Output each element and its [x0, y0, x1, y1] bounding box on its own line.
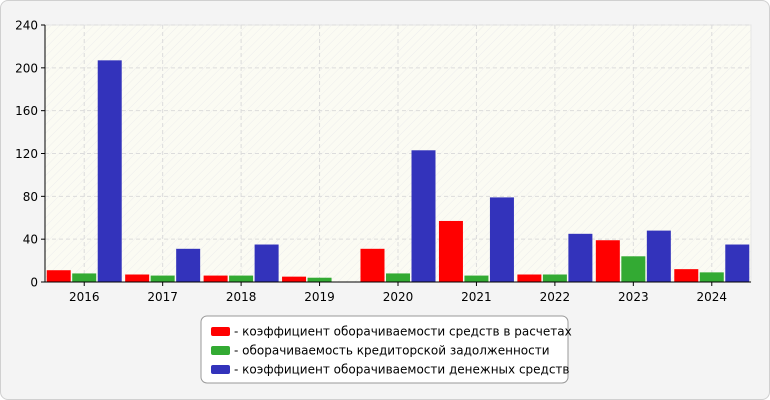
- bar-2-2018: [229, 275, 254, 282]
- x-tick-label: 2016: [69, 290, 100, 304]
- x-tick-label: 2019: [304, 290, 335, 304]
- bar-2-2016: [72, 273, 97, 282]
- bar-1-2019: [282, 276, 307, 282]
- x-tick-label: 2020: [383, 290, 414, 304]
- bar-1-2021: [438, 220, 463, 282]
- x-tick-label: 2018: [226, 290, 257, 304]
- x-tick-label: 2024: [697, 290, 728, 304]
- bar-1-2023: [595, 240, 620, 282]
- bar-3-2021: [489, 197, 514, 282]
- y-tick-label: 240: [15, 19, 38, 33]
- bar-1-2024: [674, 269, 699, 282]
- bar-2-2022: [542, 274, 567, 282]
- bar-3-2018: [254, 244, 279, 282]
- bar-3-2017: [176, 248, 201, 282]
- grid-lines: [45, 24, 751, 282]
- y-tick-label: 200: [15, 61, 38, 75]
- y-tick-labels: 0 40 80 120 160 200 240: [15, 19, 38, 290]
- legend-swatch-2: [211, 346, 230, 355]
- bar-3-2023: [646, 230, 671, 282]
- bar-3-2024: [725, 244, 750, 282]
- x-tick-labels: 2016 2017 2018 2019 2020 2021 2022 2023 2024: [69, 290, 727, 304]
- x-tick-label: 2022: [540, 290, 571, 304]
- bar-1-2022: [517, 274, 542, 282]
- y-tick-label: 80: [23, 190, 38, 204]
- bar-1-2020: [360, 248, 385, 282]
- x-tick-label: 2017: [147, 290, 178, 304]
- axes: [41, 24, 751, 286]
- x-tick-label: 2021: [461, 290, 492, 304]
- y-tick-label: 120: [15, 147, 38, 161]
- legend-item-1: - коэффициент оборачиваемости средств в …: [211, 325, 572, 339]
- bar-2-2017: [150, 275, 175, 282]
- legend-label-3: - коэффициент оборачиваемости денежных с…: [234, 363, 570, 377]
- bar-3-2020: [411, 150, 436, 282]
- legend-box: [200, 315, 569, 384]
- legend: - коэффициент оборачиваемости средств в …: [200, 315, 572, 384]
- y-tick-label: 0: [30, 276, 38, 290]
- legend-label-1: - коэффициент оборачиваемости средств в …: [234, 325, 572, 339]
- legend-swatch-3: [211, 365, 230, 374]
- bar-2-2019: [307, 277, 332, 282]
- bar-2-2020: [386, 273, 410, 282]
- bar-2-2021: [464, 275, 489, 282]
- bar-3-2016: [97, 60, 122, 283]
- bar-2-2024: [699, 272, 724, 282]
- y-tick-label: 40: [23, 233, 38, 247]
- bar-1-2016: [46, 270, 71, 282]
- x-tick-label: 2023: [618, 290, 649, 304]
- legend-swatch-1: [211, 327, 230, 336]
- legend-item-2: - оборачиваемость кредиторской задолженн…: [211, 344, 550, 358]
- legend-label-2: - оборачиваемость кредиторской задолженн…: [234, 344, 550, 358]
- bar-1-2017: [125, 274, 150, 282]
- bar-1-2018: [203, 275, 228, 282]
- bar-3-2022: [568, 233, 593, 282]
- bar-2-2023: [621, 256, 646, 282]
- legend-item-3: - коэффициент оборачиваемости денежных с…: [211, 363, 570, 377]
- y-tick-label: 160: [15, 104, 38, 118]
- bars: [46, 60, 750, 283]
